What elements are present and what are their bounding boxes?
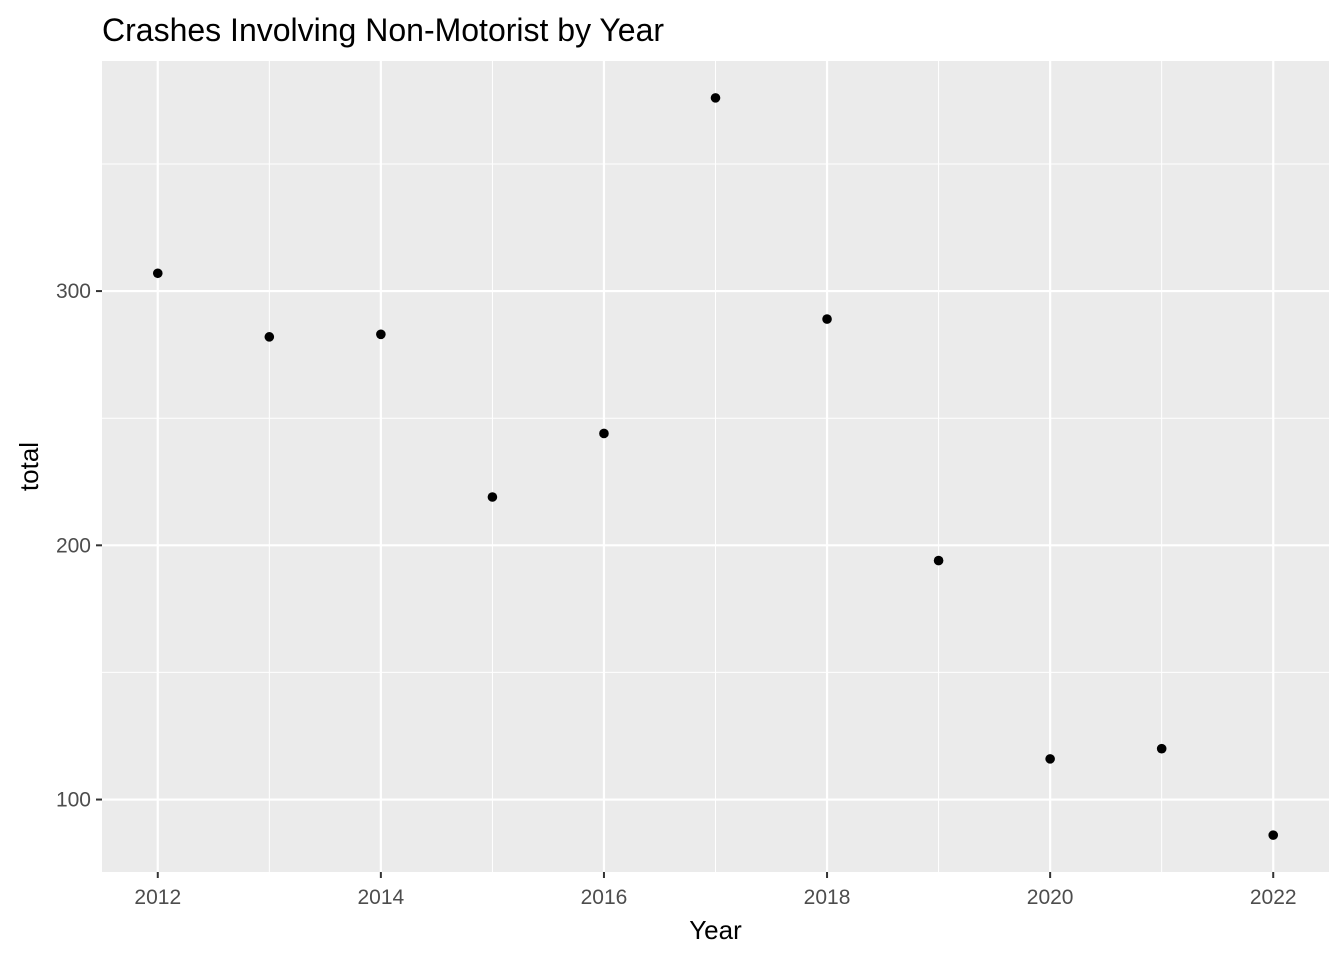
minor-gridlines [102,61,1329,872]
x-tick-label: 2020 [1027,886,1074,909]
y-axis-label: total [14,442,44,491]
x-tick-label: 2022 [1250,886,1297,909]
y-tick-label: 100 [56,789,91,812]
data-point [376,329,386,340]
data-point [933,555,944,566]
y-tick-label: 200 [56,534,91,557]
x-tick-label: 2016 [581,886,628,909]
x-axis-label: Year [689,915,742,945]
axis-ticks [96,290,1275,878]
x-tick-label: 2012 [134,886,181,909]
major-gridlines [102,61,1329,872]
data-point [1156,743,1167,754]
data-point [487,492,498,502]
x-tick-label: 2014 [358,886,405,909]
x-tick-labels: 2012 2014 2016 2018 2020 2022 [134,886,1296,909]
data-point [822,314,832,324]
data-point [152,268,163,279]
chart-title: Crashes Involving Non-Motorist by Year [102,12,664,48]
y-tick-labels: 100 200 300 [56,280,91,811]
data-point [1268,830,1279,840]
data-point [1045,754,1055,764]
x-tick-label: 2018 [804,886,851,909]
y-tick-label: 300 [56,280,91,303]
data-point [264,332,275,342]
data-points [152,93,1279,840]
data-point [710,93,721,103]
data-point [599,428,609,439]
